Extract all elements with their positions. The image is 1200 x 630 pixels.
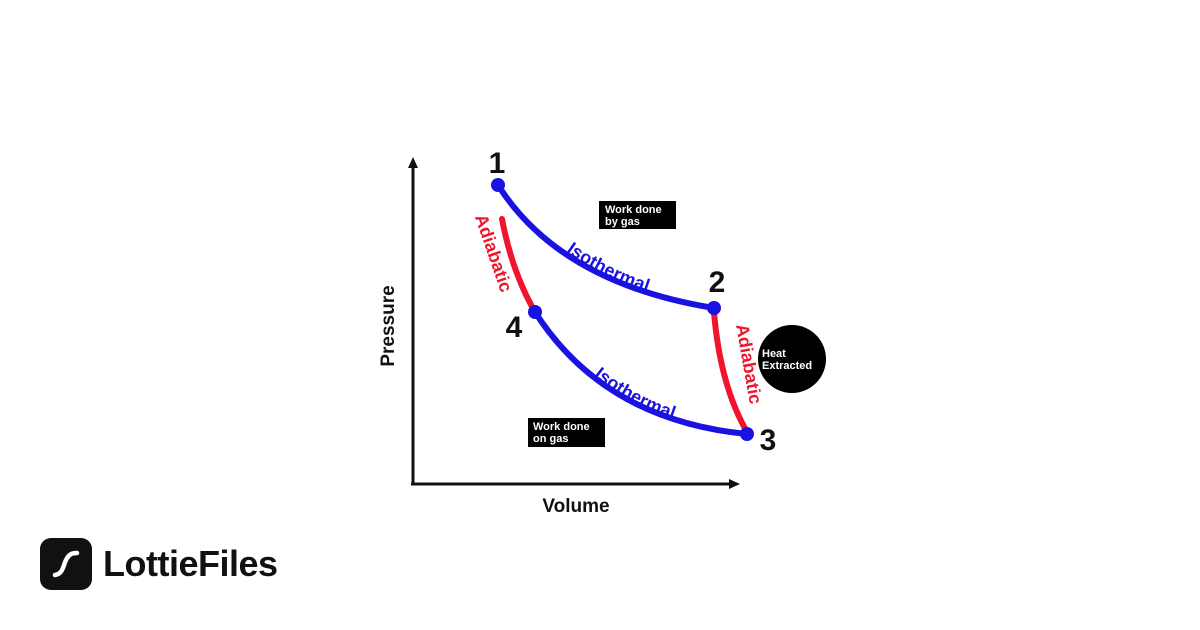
brand-name: LottieFiles bbox=[103, 543, 278, 584]
adiabatic-curve-left bbox=[499, 216, 538, 315]
point-label-3: 3 bbox=[760, 424, 777, 457]
x-axis-arrow-icon bbox=[729, 479, 740, 489]
lottiefiles-logo-icon bbox=[40, 538, 92, 590]
adiabatic-curve-right bbox=[711, 309, 750, 435]
point-label-1: 1 bbox=[489, 147, 506, 180]
work-by-gas-box: Work done by gas bbox=[599, 201, 676, 229]
heat-extracted-line-1: Heat bbox=[762, 348, 786, 360]
isothermal-curve-bottom bbox=[532, 309, 750, 437]
state-point-2 bbox=[707, 301, 721, 315]
lottiefiles-logo-glyph bbox=[52, 550, 80, 578]
y-axis-label: Pressure bbox=[378, 285, 399, 366]
isothermal-curve-top bbox=[495, 182, 717, 311]
state-point-3 bbox=[740, 427, 754, 441]
work-by-gas-line-2: by gas bbox=[605, 216, 640, 228]
work-on-gas-line-2: on gas bbox=[533, 433, 568, 445]
heat-extracted-circle: Heat Extracted bbox=[758, 325, 826, 393]
work-on-gas-box: Work done on gas bbox=[528, 418, 605, 447]
y-axis-arrow-icon bbox=[408, 157, 418, 168]
work-on-gas-line-1: Work done bbox=[533, 421, 590, 433]
point-label-2: 2 bbox=[709, 266, 726, 299]
x-axis-label: Volume bbox=[542, 496, 609, 517]
isothermal-label-bottom-text: Isothermal bbox=[591, 363, 678, 423]
isothermal-label-top: Isothermal bbox=[564, 238, 653, 295]
isothermal-label-bottom: Isothermal bbox=[591, 363, 678, 423]
isothermal-label-top-text: Isothermal bbox=[564, 238, 653, 295]
point-label-4: 4 bbox=[506, 311, 523, 344]
heat-extracted-line-2: Extracted bbox=[762, 360, 812, 372]
brand[interactable]: LottieFiles bbox=[40, 538, 278, 590]
state-point-4 bbox=[528, 305, 542, 319]
state-point-1 bbox=[491, 178, 505, 192]
work-by-gas-line-1: Work done bbox=[605, 204, 662, 216]
axes bbox=[408, 157, 740, 489]
